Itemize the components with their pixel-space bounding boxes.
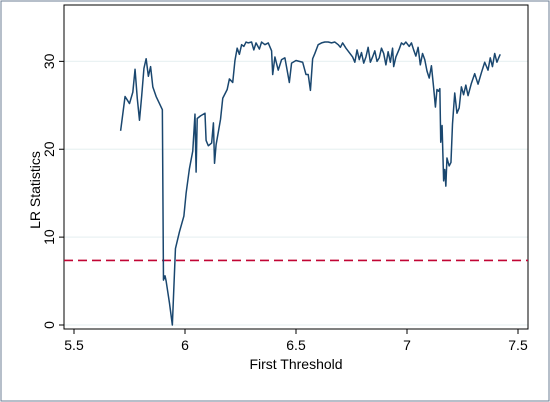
x-tick-label-0: 5.5 [64, 337, 84, 353]
x-tick-label-2: 6.5 [286, 337, 306, 353]
y-tick-label-1: 10 [41, 229, 57, 245]
series-line-0 [119, 41, 501, 326]
x-tick-label-3: 7 [403, 337, 411, 353]
y-axis-label: LR Statistics [27, 151, 43, 229]
y-tick-label-3: 30 [41, 53, 57, 69]
x-tick-label-1: 6 [181, 337, 189, 353]
series-layer [119, 41, 501, 326]
y-tick-label-0: 0 [41, 321, 57, 329]
x-tick-label-4: 7.5 [508, 337, 528, 353]
gridlines [64, 60, 528, 326]
x-axis-label: First Threshold [249, 356, 342, 372]
axes: 0 10 20 30 5.5 6 6.5 7 7.5 [41, 53, 528, 353]
y-tick-label-2: 20 [41, 141, 57, 157]
